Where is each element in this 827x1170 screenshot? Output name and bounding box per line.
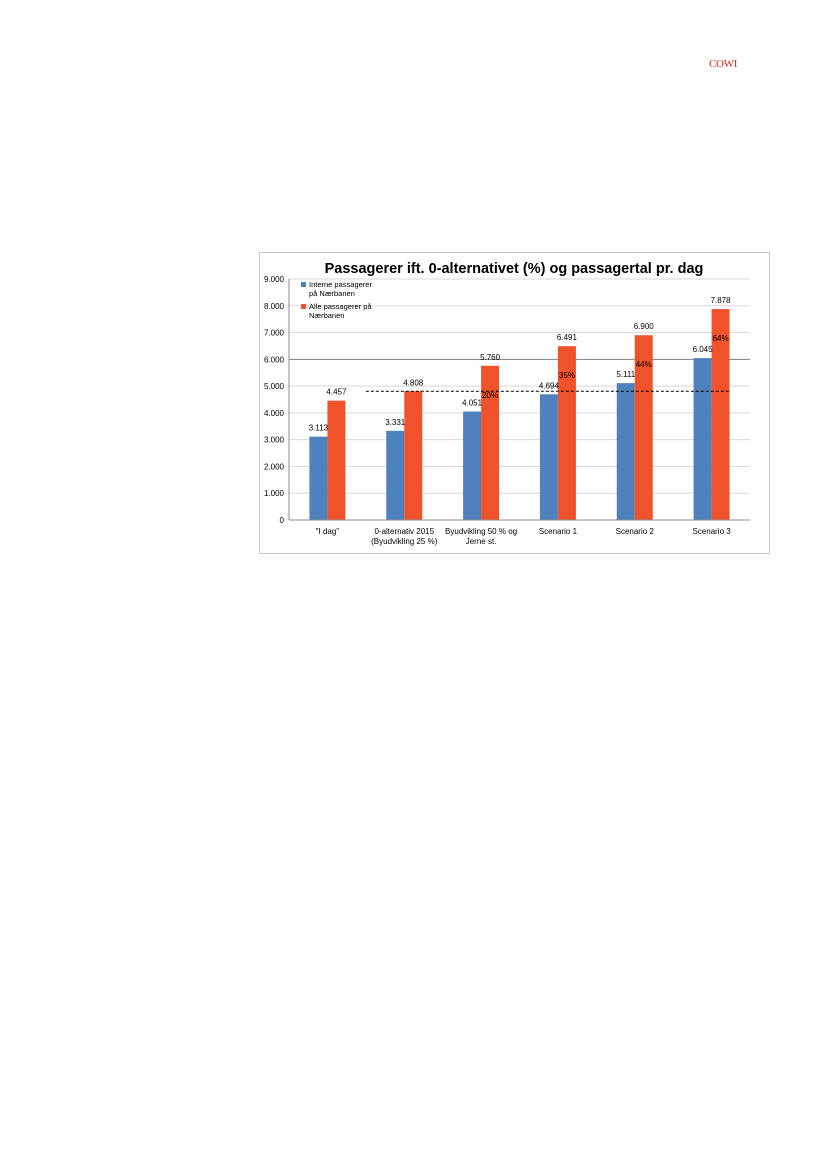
legend-swatch	[301, 282, 306, 287]
data-labels: 3.113 4.457 3.331 4.808 4.051 5.760 20% 4.694 6.…	[309, 296, 731, 433]
x-tick-label: Jerne st.	[466, 537, 497, 546]
x-tick-label: "I dag"	[316, 527, 340, 536]
bar-interne	[463, 411, 482, 520]
percent-label: 44%	[636, 360, 652, 369]
legend-label: Alle passagerer på	[309, 302, 372, 311]
percent-label: 35%	[559, 371, 575, 380]
cowi-logo: COWI	[709, 58, 738, 70]
legend-label: Interne passagerer	[309, 280, 372, 289]
bar-alle	[557, 346, 576, 520]
data-label-alle: 4.808	[403, 378, 424, 387]
data-label-interne: 3.331	[385, 418, 406, 427]
data-label-interne: 3.113	[309, 424, 329, 433]
x-tick-label: Scenario 3	[692, 527, 731, 536]
data-label-interne: 4.694	[539, 381, 560, 390]
data-label-alle: 6.491	[557, 333, 578, 342]
x-tick-label: 0-alternativ 2015	[374, 527, 434, 536]
legend-label: Nærbanen	[309, 311, 344, 320]
bar-alle	[711, 309, 730, 520]
bar-interne	[309, 436, 328, 520]
data-label-alle: 4.457	[326, 388, 347, 397]
bar-alle	[327, 400, 346, 520]
bar-alle	[634, 335, 653, 520]
bar-alle	[481, 365, 500, 520]
y-tick-label: 4.000	[264, 409, 285, 418]
legend-label: på Nærbanen	[309, 289, 355, 298]
percent-label: 64%	[713, 334, 729, 343]
bar-interne	[616, 383, 635, 520]
data-label-interne: 4.051	[462, 399, 483, 408]
legend-swatch	[301, 304, 306, 309]
percent-label: 20%	[482, 391, 498, 400]
y-tick-label: 7.000	[264, 329, 285, 338]
data-label-interne: 6.045	[693, 345, 714, 354]
data-label-alle: 7.878	[711, 296, 732, 305]
y-tick-label: 1.000	[264, 489, 285, 498]
y-tick-label: 2.000	[264, 462, 285, 471]
x-tick-label: Scenario 2	[616, 527, 655, 536]
y-tick-label: 6.000	[264, 355, 285, 364]
chart-container: Passagerer ift. 0-alternativet (%) og pa…	[259, 252, 770, 554]
axes: 0 1.000 2.000 3.000 4.000 5.000 6.000 7.000 8.00…	[264, 275, 750, 546]
x-tick-label: (Byudvikling 25 %)	[371, 537, 438, 546]
x-tick-label: Scenario 1	[539, 527, 578, 536]
bar-chart: Passagerer ift. 0-alternativet (%) og pa…	[264, 261, 750, 546]
y-tick-label: 9.000	[264, 275, 285, 284]
y-tick-label: 0	[280, 516, 285, 525]
chart-title: Passagerer ift. 0-alternativet (%) og pa…	[325, 261, 704, 277]
data-label-alle: 6.900	[634, 322, 655, 331]
y-tick-label: 3.000	[264, 436, 285, 445]
y-tick-label: 8.000	[264, 302, 285, 311]
data-label-alle: 5.760	[480, 353, 501, 362]
gridlines	[289, 278, 750, 494]
bar-interne	[539, 394, 558, 520]
data-label-interne: 5.111	[616, 370, 635, 379]
bar-alle	[404, 391, 423, 520]
bar-interne	[386, 430, 405, 520]
bars	[309, 309, 730, 520]
y-tick-label: 5.000	[264, 382, 285, 391]
bar-interne	[693, 358, 712, 520]
x-tick-label: Byudvikling 50 % og	[445, 527, 517, 536]
